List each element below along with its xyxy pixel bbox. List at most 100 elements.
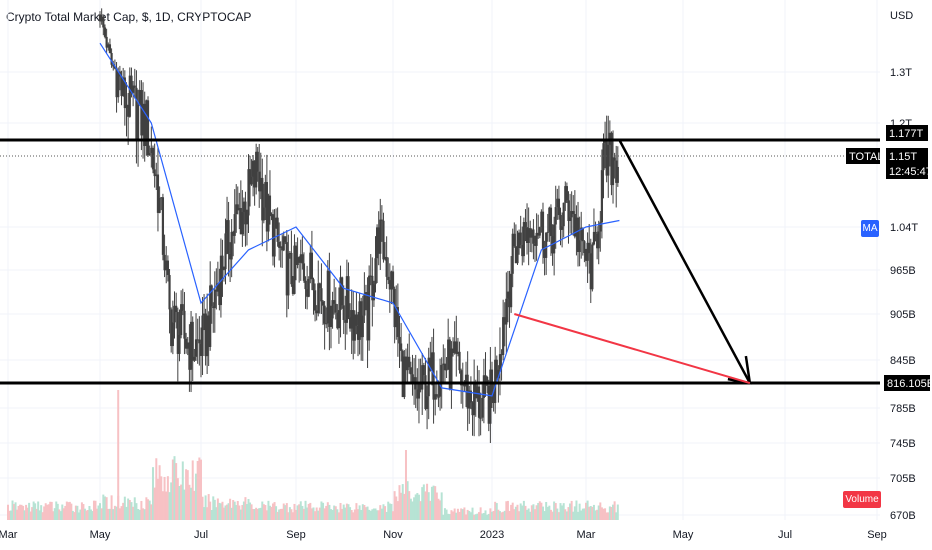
candle-body [443,363,447,371]
volume-bar [347,504,350,520]
volume-bar [344,507,347,520]
candle-body [323,305,326,324]
candle-body [388,280,391,290]
candle-body [437,396,440,398]
candle-body [556,198,559,208]
candle-body [458,351,461,371]
volume-bar [56,503,59,520]
volume-bar [175,463,178,520]
volume-bar [557,512,560,520]
volume-bar [569,503,572,520]
volume-bar [23,510,26,520]
last-price-tag-bg [886,148,928,164]
volume-bar [554,503,557,520]
ma-indicator-badge[interactable]: MA [861,220,879,237]
volume-bar [513,509,516,520]
volume-indicator-badge[interactable]: Volume [843,491,881,508]
candle-body [309,252,312,279]
candle-body [366,292,369,341]
candle-body [400,343,403,351]
volume-bar [534,509,537,520]
volume-bar [201,496,204,520]
candle-body [611,157,615,186]
countdown-tag: 12:45:47 [889,166,932,178]
candle-body [406,356,409,371]
candle-body [487,385,490,424]
volume-bar [434,486,437,520]
volume-bar [262,504,265,520]
volume-bar [565,511,568,520]
candle-body [477,386,481,418]
candle-body [235,204,238,215]
volume-bar [276,511,279,520]
y-axis-tick: 905B [890,309,916,321]
candle-body [379,219,382,254]
candle-body [291,284,295,294]
volume-bar [249,502,252,520]
volume-bar [349,507,352,520]
candle-body [602,143,605,171]
volume-bar [272,503,275,520]
candle-body [448,339,451,390]
candle-body [497,369,500,379]
volume-bar [52,511,55,520]
candle-body [191,321,194,361]
candle-body [230,231,233,260]
candle-body [540,211,543,228]
volume-bar [267,500,270,520]
candle-body [256,151,259,172]
chart-title: Crypto Total Market Cap, $, 1D, CRYPTOCA… [6,10,252,24]
candle-body [107,44,110,48]
volume-bar [279,508,282,520]
volume-bar [403,493,406,520]
candle-body [610,132,613,186]
volume-bar [561,505,564,520]
candle-body [527,228,530,243]
candle-body [155,174,158,177]
volume-bar [505,501,508,520]
volume-bar [521,505,524,520]
volume-bar [492,510,495,520]
candle-body [597,231,600,249]
volume-bar [113,505,116,520]
volume-bar [68,501,71,520]
candle-body [103,27,107,37]
volume-bar [516,504,519,520]
candle-body [525,227,529,243]
volume-bar [495,503,498,520]
x-axis[interactable]: Mar May Jul Sep Nov 2023 Mar May Jul Sep [0,529,887,541]
volume-bar [411,501,414,520]
candle-body [451,348,455,353]
candle-body [241,212,244,235]
volume-bar [610,506,613,520]
candle-body [156,174,160,213]
volume-bar [439,500,442,520]
volume-bar [465,514,468,520]
candle-body [320,288,323,302]
volume-bar [153,487,156,520]
candle-body [133,85,136,88]
volume-bar [400,492,403,520]
candle-body [573,213,576,237]
candle-body [215,289,218,292]
volume-bar [508,510,511,520]
candle-body [196,339,199,341]
volume-bar [494,501,497,520]
volume-bar [100,508,103,520]
volume-bar [140,500,143,520]
candle-body [165,260,168,271]
volume-bar [323,508,326,520]
resistance-price-tag: 1.177T [889,128,924,140]
volume-bar [396,501,399,520]
y-axis-tick: 1.04T [890,222,918,234]
volume-bar [227,503,230,520]
volume-bar [486,514,489,520]
candle-body [181,304,184,311]
candle-body [549,207,553,237]
volume-bar [133,497,136,520]
candle-body [171,322,174,347]
volume-bar [329,509,332,520]
y-axis[interactable]: USD1.3T1.2T1.04T965B905B845B785B745B705B… [890,10,918,522]
volume-bar [334,506,337,520]
